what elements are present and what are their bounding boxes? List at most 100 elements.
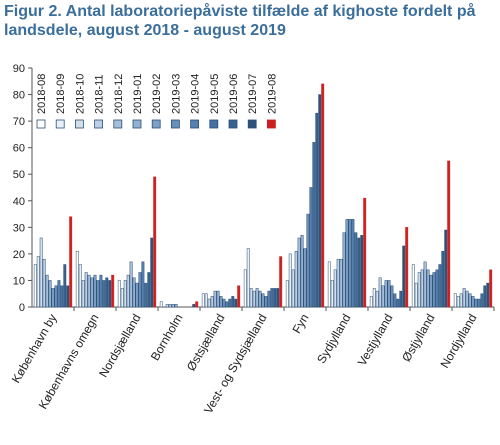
bar xyxy=(171,304,175,308)
bar xyxy=(378,277,382,308)
bar xyxy=(369,296,373,308)
bar xyxy=(33,264,37,308)
legend-swatch xyxy=(55,119,65,129)
bar xyxy=(243,269,247,308)
y-tick-label: 80 xyxy=(13,90,25,102)
bar xyxy=(279,256,283,308)
category-label: Østsjælland xyxy=(184,312,228,374)
legend-label: 2019-08 xyxy=(266,74,278,114)
bar xyxy=(288,253,292,308)
bar xyxy=(204,293,208,308)
bar xyxy=(417,272,421,308)
bar xyxy=(387,280,391,308)
bar xyxy=(255,288,259,308)
bar xyxy=(150,237,154,308)
bar xyxy=(345,219,349,308)
bar xyxy=(414,282,418,308)
y-tick-label: 20 xyxy=(13,249,25,261)
bar xyxy=(402,245,406,308)
legend-swatch xyxy=(151,119,161,129)
bar xyxy=(297,237,301,308)
bar xyxy=(147,272,151,308)
bar xyxy=(285,280,289,308)
bar xyxy=(69,216,73,308)
bar xyxy=(108,280,112,308)
bar xyxy=(420,269,424,308)
bar xyxy=(309,187,313,308)
bar xyxy=(84,272,88,308)
bar xyxy=(273,288,277,308)
bar xyxy=(249,288,253,308)
bar xyxy=(174,304,178,308)
bar xyxy=(117,280,121,308)
bar xyxy=(393,293,397,308)
y-tick-label: 10 xyxy=(13,275,25,287)
legend-label: 2018-08 xyxy=(36,74,48,114)
bar xyxy=(105,277,109,308)
bar xyxy=(384,280,388,308)
bar xyxy=(132,277,136,308)
bar xyxy=(390,285,394,308)
bar xyxy=(447,160,451,308)
bar xyxy=(300,235,304,308)
bar xyxy=(231,296,235,308)
bar xyxy=(126,274,130,308)
bar xyxy=(477,298,481,308)
bar xyxy=(96,280,100,308)
bar xyxy=(153,176,157,308)
y-tick-label: 0 xyxy=(19,302,25,314)
bar xyxy=(411,264,415,308)
y-tick-label: 60 xyxy=(13,143,25,155)
category-label: Nordsjælland xyxy=(96,312,143,380)
legend-swatch xyxy=(36,119,46,129)
bar xyxy=(258,290,262,308)
bar xyxy=(135,282,139,308)
bar xyxy=(216,290,220,308)
bar xyxy=(348,219,352,308)
legend-swatch xyxy=(247,119,257,129)
bar xyxy=(330,280,334,308)
bar xyxy=(429,274,433,308)
legend-swatch xyxy=(190,119,200,129)
bar xyxy=(222,298,226,308)
legend-label: 2019-05 xyxy=(209,74,221,114)
legend-swatch xyxy=(170,119,180,129)
bar xyxy=(252,290,256,308)
legend-label: 2018-11 xyxy=(94,74,106,114)
bar xyxy=(339,258,343,308)
bar xyxy=(225,301,229,308)
legend-label: 2018-10 xyxy=(74,74,86,114)
bar xyxy=(42,258,46,308)
legend-label: 2019-07 xyxy=(247,74,259,114)
bar xyxy=(99,274,103,308)
category-label: København by xyxy=(9,312,60,386)
bar xyxy=(318,94,322,308)
bar xyxy=(405,227,409,308)
bar xyxy=(270,288,274,308)
bar xyxy=(468,293,472,308)
bar xyxy=(141,261,145,308)
bar xyxy=(315,112,319,308)
bar xyxy=(357,237,361,308)
chart-title: Figur 2. Antal laboratoriepåviste tilfæl… xyxy=(4,3,476,39)
bar xyxy=(351,219,355,308)
bar xyxy=(75,250,79,308)
legend-swatch xyxy=(75,119,84,129)
bar xyxy=(192,304,196,308)
bar xyxy=(207,298,211,308)
y-tick-label: 70 xyxy=(13,116,25,128)
bar xyxy=(465,290,469,308)
legend-label: 2019-02 xyxy=(151,74,163,114)
legend-label: 2019-01 xyxy=(132,74,144,114)
category-label: Østjylland xyxy=(399,312,437,365)
bar xyxy=(102,280,106,308)
bar xyxy=(267,290,271,308)
legend-swatch xyxy=(132,119,142,129)
bar xyxy=(453,293,457,308)
category-label: Sydjylland xyxy=(314,312,353,366)
bar xyxy=(363,197,367,308)
bar xyxy=(123,280,127,308)
bar xyxy=(78,264,82,308)
legend-label: 2018-09 xyxy=(55,74,67,114)
bar xyxy=(333,269,337,308)
